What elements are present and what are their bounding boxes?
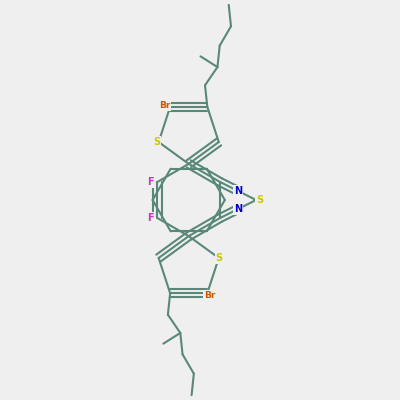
Text: F: F bbox=[147, 177, 154, 187]
Text: S: S bbox=[215, 253, 222, 263]
Text: S: S bbox=[153, 137, 160, 147]
Text: S: S bbox=[256, 195, 263, 205]
Text: F: F bbox=[147, 213, 154, 223]
Text: N: N bbox=[234, 204, 242, 214]
Text: N: N bbox=[234, 186, 242, 196]
Text: Br: Br bbox=[204, 290, 215, 300]
Text: Br: Br bbox=[159, 101, 170, 110]
